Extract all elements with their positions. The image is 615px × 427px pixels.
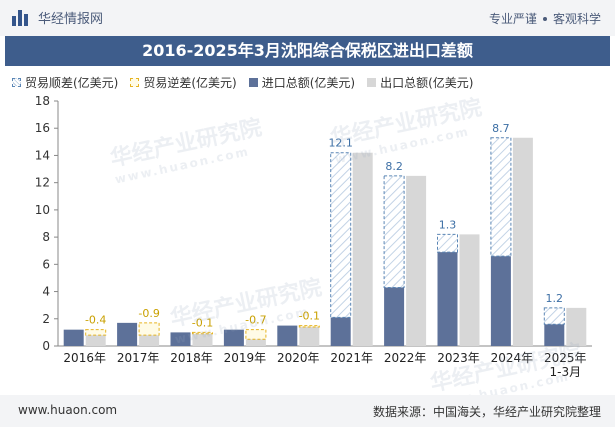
import-bar-5: [330, 317, 351, 346]
x-tick-label-3: 2019年: [224, 351, 267, 365]
x-tick-label-7: 2023年: [437, 351, 480, 365]
surplus-box-7: [437, 233, 458, 253]
balance-label-7: 1.3: [439, 218, 457, 231]
legend-import-label: 进口总额(亿美元): [261, 76, 356, 90]
tagline: 专业严谨 客观科学: [489, 10, 601, 27]
export-bar-3: [245, 339, 266, 346]
chart-legend: 贸易顺差(亿美元) 贸易逆差(亿美元) 进口总额(亿美元) 出口总额(亿美元): [12, 74, 474, 91]
import-bar-3: [223, 329, 244, 346]
balance-label-1: -0.9: [138, 307, 159, 320]
import-bar-9: [544, 324, 565, 346]
balance-label-0: -0.4: [85, 314, 106, 327]
deficit-box-1: [138, 322, 160, 336]
x-tick-label-9: 2025年: [544, 351, 587, 365]
x-tick-label-1: 2017年: [117, 351, 160, 365]
chart-title: 2016-2025年3月沈阳综合保税区进出口差额: [5, 36, 610, 66]
deficit-box-0: [85, 329, 107, 336]
y-tick-label-9: 18: [35, 94, 50, 108]
y-tick-label-0: 0: [42, 339, 50, 353]
legend-export-swatch: [367, 78, 377, 87]
top-bar: 华经情报网 专业严谨 客观科学: [0, 0, 615, 36]
export-bar-9: [566, 307, 587, 346]
brand-logo-icon: [12, 9, 30, 26]
footer-source: 数据来源：中国海关，华经产业研究院整理: [372, 405, 601, 419]
deficit-box-4: [298, 325, 320, 328]
export-bar-1: [139, 335, 160, 346]
chart-plot: 0 2 4 6 8 10 12 14 16 18 -0.4 2016年 -0.9 2017年 -0.1 201…: [35, 94, 592, 379]
export-bar-5: [352, 152, 373, 346]
x-tick-label-2: 2018年: [170, 351, 213, 365]
y-tick-label-7: 14: [35, 148, 50, 162]
legend-deficit-label: 贸易逆差(亿美元): [143, 76, 237, 90]
surplus-box-9: [543, 307, 565, 325]
surplus-box-8: [490, 137, 512, 257]
x-tick-label-0: 2016年: [63, 351, 106, 365]
y-tick-label-4: 8: [42, 230, 50, 244]
x-tick-label-6: 2022年: [384, 351, 427, 365]
legend-deficit: 贸易逆差(亿美元): [130, 74, 237, 91]
legend-import-swatch: [248, 78, 258, 87]
x-tick-label-4: 2020年: [277, 351, 320, 365]
balance-label-4: -0.1: [299, 310, 320, 323]
y-tick-label-6: 12: [35, 176, 50, 190]
balance-label-6: 8.2: [385, 160, 403, 173]
legend-import: 进口总额(亿美元): [248, 74, 356, 91]
balance-label-5: 12.1: [328, 137, 353, 150]
import-bar-8: [490, 256, 511, 346]
surplus-box-5: [330, 152, 352, 318]
legend-deficit-swatch: [130, 78, 140, 87]
deficit-box-3: [245, 329, 267, 340]
deficit-box-2: [192, 331, 213, 335]
balance-label-9: 1.2: [546, 292, 564, 305]
balance-label-3: -0.7: [245, 314, 266, 327]
export-bar-6: [406, 175, 427, 346]
brand[interactable]: 华经情报网: [12, 8, 103, 27]
legend-surplus-label: 贸易顺差(亿美元): [25, 76, 119, 90]
y-tick-label-5: 10: [35, 203, 50, 217]
y-tick-label-8: 16: [35, 121, 50, 135]
separator-dot-icon: [542, 16, 547, 21]
footer-website[interactable]: www.huaon.com: [18, 403, 118, 417]
import-bar-2: [170, 332, 191, 346]
brand-name: 华经情报网: [38, 12, 104, 27]
import-bar-1: [117, 322, 138, 346]
export-bar-0: [85, 335, 106, 346]
export-bar-2: [192, 333, 213, 346]
export-bar-4: [299, 326, 320, 346]
y-tick-label-3: 6: [42, 257, 50, 271]
balance-label-2: -0.1: [192, 316, 213, 329]
x-tick-label-5: 2021年: [330, 351, 373, 365]
import-bar-0: [63, 329, 84, 346]
balance-label-8: 8.7: [492, 122, 510, 135]
import-bar-7: [437, 252, 458, 346]
import-bar-4: [277, 325, 298, 346]
tagline-1: 专业严谨: [488, 12, 537, 26]
x-tick-label-9-line1: 1-3月: [549, 365, 581, 379]
legend-export-label: 出口总额(亿美元): [380, 76, 474, 90]
legend-export: 出口总额(亿美元): [367, 74, 474, 91]
surplus-box-6: [383, 175, 405, 288]
export-bar-7: [459, 234, 480, 346]
y-tick-label-2: 4: [42, 285, 50, 299]
legend-surplus: 贸易顺差(亿美元): [12, 74, 118, 91]
import-bar-6: [384, 287, 405, 346]
footer: www.huaon.com 数据来源：中国海关，华经产业研究院整理: [0, 395, 615, 427]
y-tick-label-1: 2: [42, 312, 50, 326]
legend-surplus-swatch: [12, 78, 21, 87]
tagline-2: 客观科学: [552, 12, 601, 26]
x-tick-label-8: 2024年: [491, 351, 534, 365]
export-bar-8: [512, 137, 533, 346]
